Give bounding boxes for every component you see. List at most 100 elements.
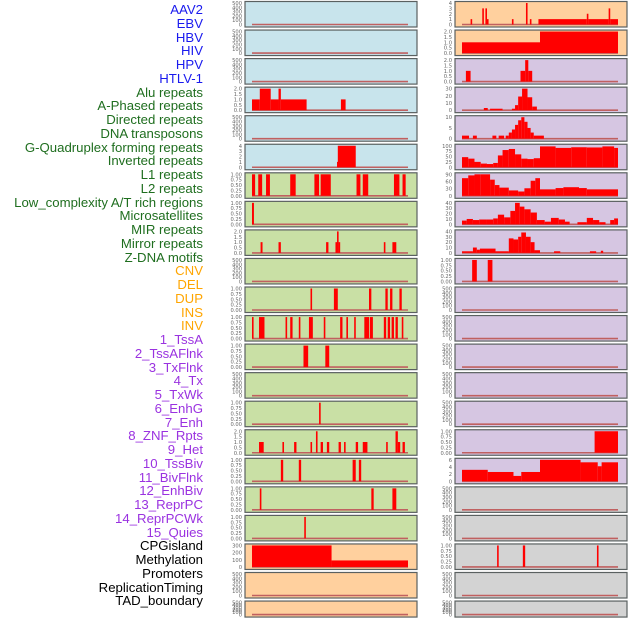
data-bar bbox=[340, 317, 343, 339]
data-bar bbox=[586, 217, 594, 225]
data-bar bbox=[346, 317, 348, 339]
data-bar bbox=[259, 317, 265, 339]
data-bar bbox=[497, 155, 503, 168]
y-tick-label: 0.75 bbox=[440, 435, 452, 441]
data-bar bbox=[497, 214, 505, 225]
data-bar bbox=[610, 19, 618, 25]
y-tick-label: 1.00 bbox=[230, 486, 242, 492]
track-label: 7_Enh bbox=[164, 414, 203, 430]
data-bar bbox=[508, 190, 519, 196]
data-bar bbox=[462, 135, 470, 139]
data-bar bbox=[395, 317, 398, 339]
data-bar bbox=[614, 218, 618, 225]
data-bar bbox=[352, 459, 356, 482]
y-tick-label: 400 bbox=[232, 376, 242, 382]
y-tick-label: 20 bbox=[445, 94, 452, 100]
data-bar bbox=[540, 146, 556, 168]
data-bar bbox=[520, 70, 526, 82]
track-label: CNV bbox=[175, 263, 203, 279]
data-bar bbox=[493, 218, 498, 225]
y-tick-label: 0 bbox=[449, 308, 452, 314]
y-tick-label: 10 bbox=[445, 246, 452, 252]
y-tick-label: 100 bbox=[442, 504, 452, 510]
y-tick-label: 0 bbox=[239, 51, 242, 57]
data-bar bbox=[510, 210, 516, 225]
data-bar bbox=[476, 249, 480, 253]
data-bar bbox=[323, 317, 326, 339]
data-bar bbox=[504, 217, 511, 225]
y-tick-label: 100 bbox=[442, 389, 452, 395]
y-tick-label: 300 bbox=[232, 381, 242, 387]
data-bar bbox=[495, 251, 509, 253]
data-bar bbox=[532, 106, 537, 111]
y-tick-label: 0 bbox=[449, 194, 452, 200]
data-bar bbox=[524, 121, 528, 139]
y-tick-label: 0 bbox=[449, 337, 452, 343]
track-label: 9_Het bbox=[167, 442, 203, 457]
data-bar bbox=[527, 97, 533, 111]
y-tick-label: 1.0 bbox=[234, 240, 242, 246]
y-tick-label: 1.0 bbox=[234, 440, 242, 446]
data-bar bbox=[493, 162, 498, 168]
panel-background bbox=[454, 314, 628, 342]
panel-background bbox=[454, 372, 628, 399]
y-tick-label: 0 bbox=[239, 165, 242, 171]
y-tick-label: 0.50 bbox=[230, 183, 242, 189]
data-bar bbox=[554, 251, 561, 253]
data-bar bbox=[278, 88, 281, 111]
y-tick-label: 200 bbox=[442, 328, 452, 334]
y-tick-label: 100 bbox=[232, 75, 242, 81]
y-tick-label: 0.0 bbox=[234, 108, 242, 114]
y-tick-label: 200 bbox=[232, 14, 242, 20]
y-tick-label: 400 bbox=[442, 376, 452, 382]
data-bar bbox=[486, 219, 494, 225]
y-tick-label: 1.5 bbox=[444, 35, 452, 41]
data-bar bbox=[468, 158, 475, 168]
track-label: HBV bbox=[175, 29, 203, 45]
y-tick-label: 2.0 bbox=[444, 30, 452, 36]
data-bar bbox=[462, 220, 467, 225]
y-tick-label: 0.75 bbox=[230, 463, 242, 469]
y-tick-label: 0 bbox=[239, 613, 242, 619]
y-tick-label: 300 bbox=[232, 267, 242, 273]
data-bar bbox=[485, 8, 487, 25]
data-bar bbox=[521, 232, 526, 253]
y-tick-label: 0.50 bbox=[230, 326, 242, 332]
data-bar bbox=[462, 251, 473, 253]
y-tick-label: 300 bbox=[232, 605, 242, 611]
data-bar bbox=[579, 188, 587, 196]
y-tick-label: 0.50 bbox=[440, 554, 452, 560]
data-bar bbox=[555, 147, 572, 168]
track-label: Methylation bbox=[135, 552, 203, 567]
y-tick-label: 500 bbox=[442, 572, 452, 578]
track-label: TAD_boundary bbox=[115, 593, 203, 609]
y-tick-label: 1.00 bbox=[440, 429, 452, 435]
data-bar bbox=[259, 88, 271, 111]
track-label: 1_TssA bbox=[159, 332, 203, 347]
data-bar bbox=[515, 154, 522, 168]
y-tick-label: 0.25 bbox=[230, 474, 242, 480]
y-tick-label: 1.00 bbox=[230, 401, 242, 407]
y-tick-label: 0.75 bbox=[440, 549, 452, 555]
y-tick-label: 300 bbox=[442, 381, 452, 387]
data-bar bbox=[474, 174, 481, 196]
data-bar bbox=[472, 259, 477, 282]
track-label: 15_Quies bbox=[146, 524, 203, 540]
data-bar bbox=[252, 99, 260, 111]
y-tick-label: 0.50 bbox=[230, 526, 242, 532]
data-bar bbox=[513, 475, 522, 482]
panel-background bbox=[244, 343, 418, 371]
y-tick-label: 0.00 bbox=[230, 337, 242, 343]
y-tick-label: 300 bbox=[232, 543, 242, 549]
data-bar bbox=[252, 317, 254, 339]
y-tick-label: 0.00 bbox=[230, 422, 242, 428]
y-tick-label: 30 bbox=[445, 235, 452, 241]
track-label: G-Quadruplex forming repeats bbox=[24, 139, 203, 155]
data-bar bbox=[369, 288, 372, 310]
track-label: 11_BivFlnk bbox=[138, 469, 203, 485]
data-bar bbox=[402, 174, 406, 196]
data-bar bbox=[319, 402, 321, 425]
y-tick-label: 75 bbox=[445, 149, 452, 155]
y-tick-label: 0.5 bbox=[444, 74, 452, 80]
data-bar bbox=[397, 442, 401, 453]
